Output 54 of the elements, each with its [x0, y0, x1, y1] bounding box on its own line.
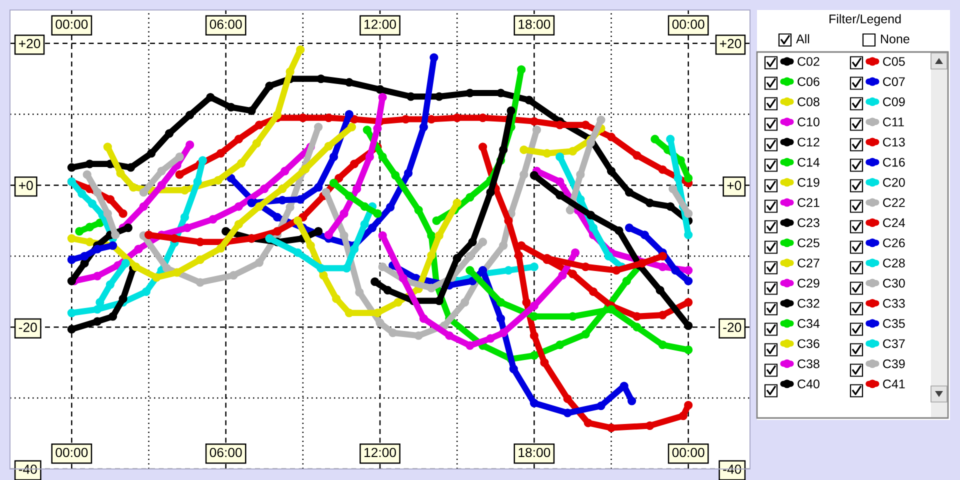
- legend-label: C29: [798, 278, 820, 288]
- legend-label: C10: [798, 118, 820, 126]
- legend-label: C05: [883, 57, 905, 66]
- text: All: [796, 34, 810, 44]
- legend-label: C39: [883, 359, 905, 368]
- legend-label: C37: [883, 339, 905, 348]
- legend-label: C27: [798, 258, 820, 268]
- legend-label: C34: [798, 319, 820, 328]
- x2-tick-label: 00:00: [56, 20, 88, 29]
- legend-label: C28: [883, 258, 905, 268]
- legend-label: C36: [798, 339, 820, 348]
- legend-label: C16: [883, 158, 905, 167]
- x-tick-label: 06:00: [210, 448, 242, 458]
- y-tick-label: +20: [18, 38, 40, 48]
- y2-tick-label: +0: [727, 180, 742, 190]
- legend-label: C09: [883, 97, 905, 106]
- legend-label: C26: [883, 238, 905, 248]
- legend-label: C13: [883, 138, 905, 147]
- legend-label: C38: [798, 359, 820, 368]
- legend-label: C41: [883, 380, 905, 388]
- y2-tick-label: -20: [723, 322, 742, 332]
- x-tick-label: 12:00: [364, 448, 396, 458]
- legend-label: C07: [883, 77, 905, 86]
- y2-tick-label: -40: [723, 464, 742, 474]
- legend-label: C20: [883, 178, 905, 187]
- legend-label: C06: [798, 77, 820, 86]
- legend-label: C21: [798, 198, 820, 207]
- x-tick-label: 00:00: [56, 448, 88, 458]
- legend-label: C11: [883, 118, 904, 126]
- y2-tick-label: +20: [720, 38, 742, 48]
- x2-tick-label: 00:00: [672, 20, 704, 29]
- legend-label: C24: [883, 218, 905, 228]
- text: None: [881, 34, 910, 44]
- legend-label: C40: [798, 380, 820, 388]
- legend-label: C14: [798, 158, 820, 167]
- legend-label: C23: [798, 218, 820, 228]
- legend-label: C22: [883, 198, 905, 207]
- x2-tick-label: 12:00: [364, 20, 396, 29]
- y-tick-label: +0: [18, 180, 33, 190]
- legend-label: C19: [798, 178, 820, 187]
- x-tick-label: 18:00: [518, 448, 550, 458]
- legend-label: C02: [798, 57, 820, 66]
- legend-title: Filter/Legend: [830, 14, 901, 26]
- legend-label: C32: [798, 298, 820, 308]
- legend-label: C35: [883, 319, 905, 328]
- legend-label: C12: [798, 138, 820, 147]
- legend-label: C30: [883, 278, 905, 288]
- y-tick-label: -20: [18, 322, 37, 332]
- x-tick-label: 00:00: [672, 448, 704, 458]
- x2-tick-label: 18:00: [518, 20, 550, 29]
- legend-label: C08: [798, 97, 820, 106]
- legend-label: C33: [883, 298, 905, 308]
- x2-tick-label: 06:00: [210, 20, 242, 29]
- legend-label: C25: [798, 238, 820, 248]
